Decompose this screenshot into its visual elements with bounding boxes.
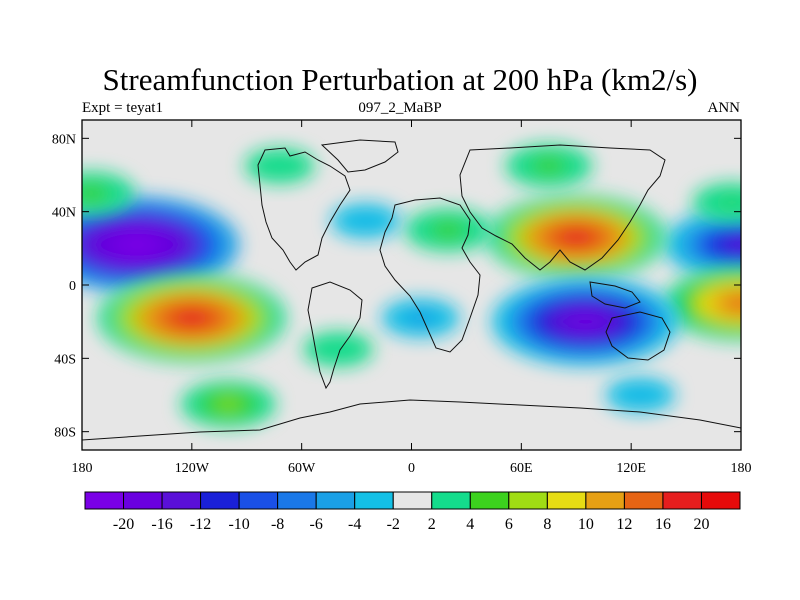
field-center	[381, 298, 460, 338]
contour-band	[558, 228, 595, 246]
lat-tick-label: 0	[69, 279, 76, 294]
contour-band	[439, 225, 457, 235]
coastline-antarctica	[82, 399, 741, 441]
colorbar-box	[431, 491, 471, 510]
contour-band	[173, 309, 211, 327]
contour-band	[116, 235, 158, 255]
colorbar-label: -12	[190, 516, 211, 533]
colorbar-label: -4	[348, 516, 361, 533]
colorbar-label: -20	[113, 516, 134, 533]
lon-tick-label: 120E	[616, 461, 646, 476]
lat-tick-label: 80N	[52, 132, 76, 147]
field-center	[404, 208, 492, 252]
field-center	[98, 273, 286, 363]
contour-band	[272, 162, 287, 170]
colorbar-label: 20	[693, 516, 709, 533]
colorbar-box	[200, 491, 240, 510]
field-center	[486, 195, 666, 280]
colorbar-label: 12	[616, 516, 632, 533]
coastline-north-america	[257, 147, 351, 271]
season-label: ANN	[707, 100, 741, 116]
colorbar-label: -8	[271, 516, 284, 533]
field-center	[664, 208, 741, 282]
experiment-label: Expt = teyat1	[82, 100, 163, 116]
field-center	[330, 203, 401, 239]
lon-tick-label: 60E	[510, 461, 533, 476]
colorbar-box	[123, 491, 163, 510]
colorbar-box	[277, 491, 317, 510]
colorbar-label: -2	[387, 516, 400, 533]
colorbar-box	[84, 491, 125, 510]
colorbar-box	[546, 491, 587, 510]
contour-band	[331, 345, 346, 353]
streamfunction-field	[82, 144, 741, 428]
contour-band	[725, 237, 741, 252]
contour-band	[633, 391, 648, 399]
colorbar-label: 6	[505, 516, 513, 533]
contour-band	[566, 312, 605, 331]
colorbar-box	[392, 491, 433, 510]
field-center	[505, 144, 592, 188]
coastline-se-asia	[589, 281, 641, 309]
colorbar-box	[585, 491, 625, 510]
colorbar: -20 -16 -12 -10 -8 -6 -4 -2 2 4 6 8 10 12 16 20	[84, 491, 741, 533]
contour-band	[540, 161, 558, 171]
field-center	[181, 380, 276, 428]
lon-tick-label: 180	[731, 461, 752, 476]
field-center	[692, 183, 741, 222]
colorbar-label: 8	[543, 516, 551, 533]
contour-band	[412, 314, 429, 322]
contour-band	[724, 198, 740, 207]
case-label: 097_2_MaBP	[358, 100, 442, 116]
colorbar-box	[508, 491, 548, 510]
field-center	[82, 171, 135, 215]
lat-tick-label: 80S	[54, 426, 76, 441]
colorbar-label: 2	[428, 516, 436, 533]
colorbar-box	[238, 491, 279, 510]
coastline-south-america	[307, 281, 363, 390]
field-center	[82, 196, 239, 293]
colorbar-label: 10	[578, 516, 594, 533]
coastline-asia	[459, 144, 666, 271]
field-center	[491, 277, 680, 366]
coastline-greenland	[320, 139, 399, 173]
latitude-axis: 80N 40N 0 40S 80S	[52, 132, 741, 441]
contour-band	[218, 399, 238, 409]
colorbar-box	[662, 491, 702, 510]
lon-tick-label: 180	[72, 461, 93, 476]
lat-tick-label: 40N	[52, 206, 76, 221]
coastline-europe-africa	[379, 197, 481, 353]
colorbar-label: 4	[466, 516, 474, 533]
coastline-australia	[605, 311, 671, 361]
coastlines	[82, 139, 741, 441]
colorbar-box	[354, 491, 394, 510]
plot-title: Streamfunction Perturbation at 200 hPa (…	[102, 62, 698, 97]
colorbar-label: -10	[228, 516, 249, 533]
lon-tick-label: 60W	[288, 461, 316, 476]
field-center	[605, 377, 676, 413]
contour-band	[358, 217, 373, 225]
lon-tick-label: 120W	[175, 461, 210, 476]
lat-tick-label: 40S	[54, 352, 76, 367]
contour-band	[725, 296, 741, 311]
field-center	[303, 331, 374, 367]
colorbar-box	[161, 491, 202, 510]
colorbar-box	[469, 491, 510, 510]
colorbar-box	[315, 491, 356, 510]
colorbar-label: 16	[655, 516, 671, 533]
colorbar-box	[700, 491, 741, 510]
contour-band	[82, 189, 100, 198]
longitude-axis: 180 120W 60W 0 60E 120E 180	[72, 120, 752, 476]
colorbar-label: -6	[310, 516, 323, 533]
lon-tick-label: 0	[408, 461, 415, 476]
field-center	[244, 148, 315, 184]
colorbar-label: -16	[151, 516, 172, 533]
colorbar-box	[623, 491, 664, 510]
field-center	[664, 266, 741, 340]
